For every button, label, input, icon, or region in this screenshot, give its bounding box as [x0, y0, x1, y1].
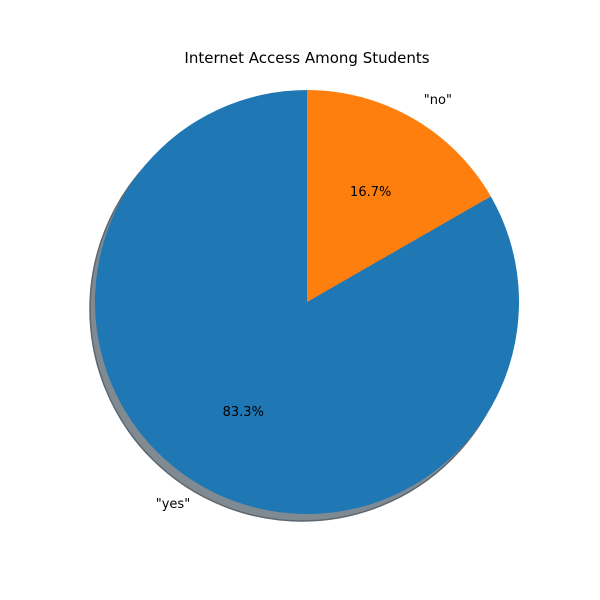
chart-title: Internet Access Among Students — [184, 49, 429, 67]
slice-category-label: "no" — [424, 93, 452, 108]
slice-percent-label: 16.7% — [350, 185, 391, 200]
pie-labels: "yes" 83.3% "no" 16.7% — [156, 93, 452, 512]
slice-category-label: "yes" — [156, 497, 190, 512]
pie-slices — [95, 90, 520, 514]
pie-slice — [307, 90, 491, 302]
slice-percent-label: 83.3% — [223, 405, 264, 420]
pie-slice — [95, 90, 520, 514]
